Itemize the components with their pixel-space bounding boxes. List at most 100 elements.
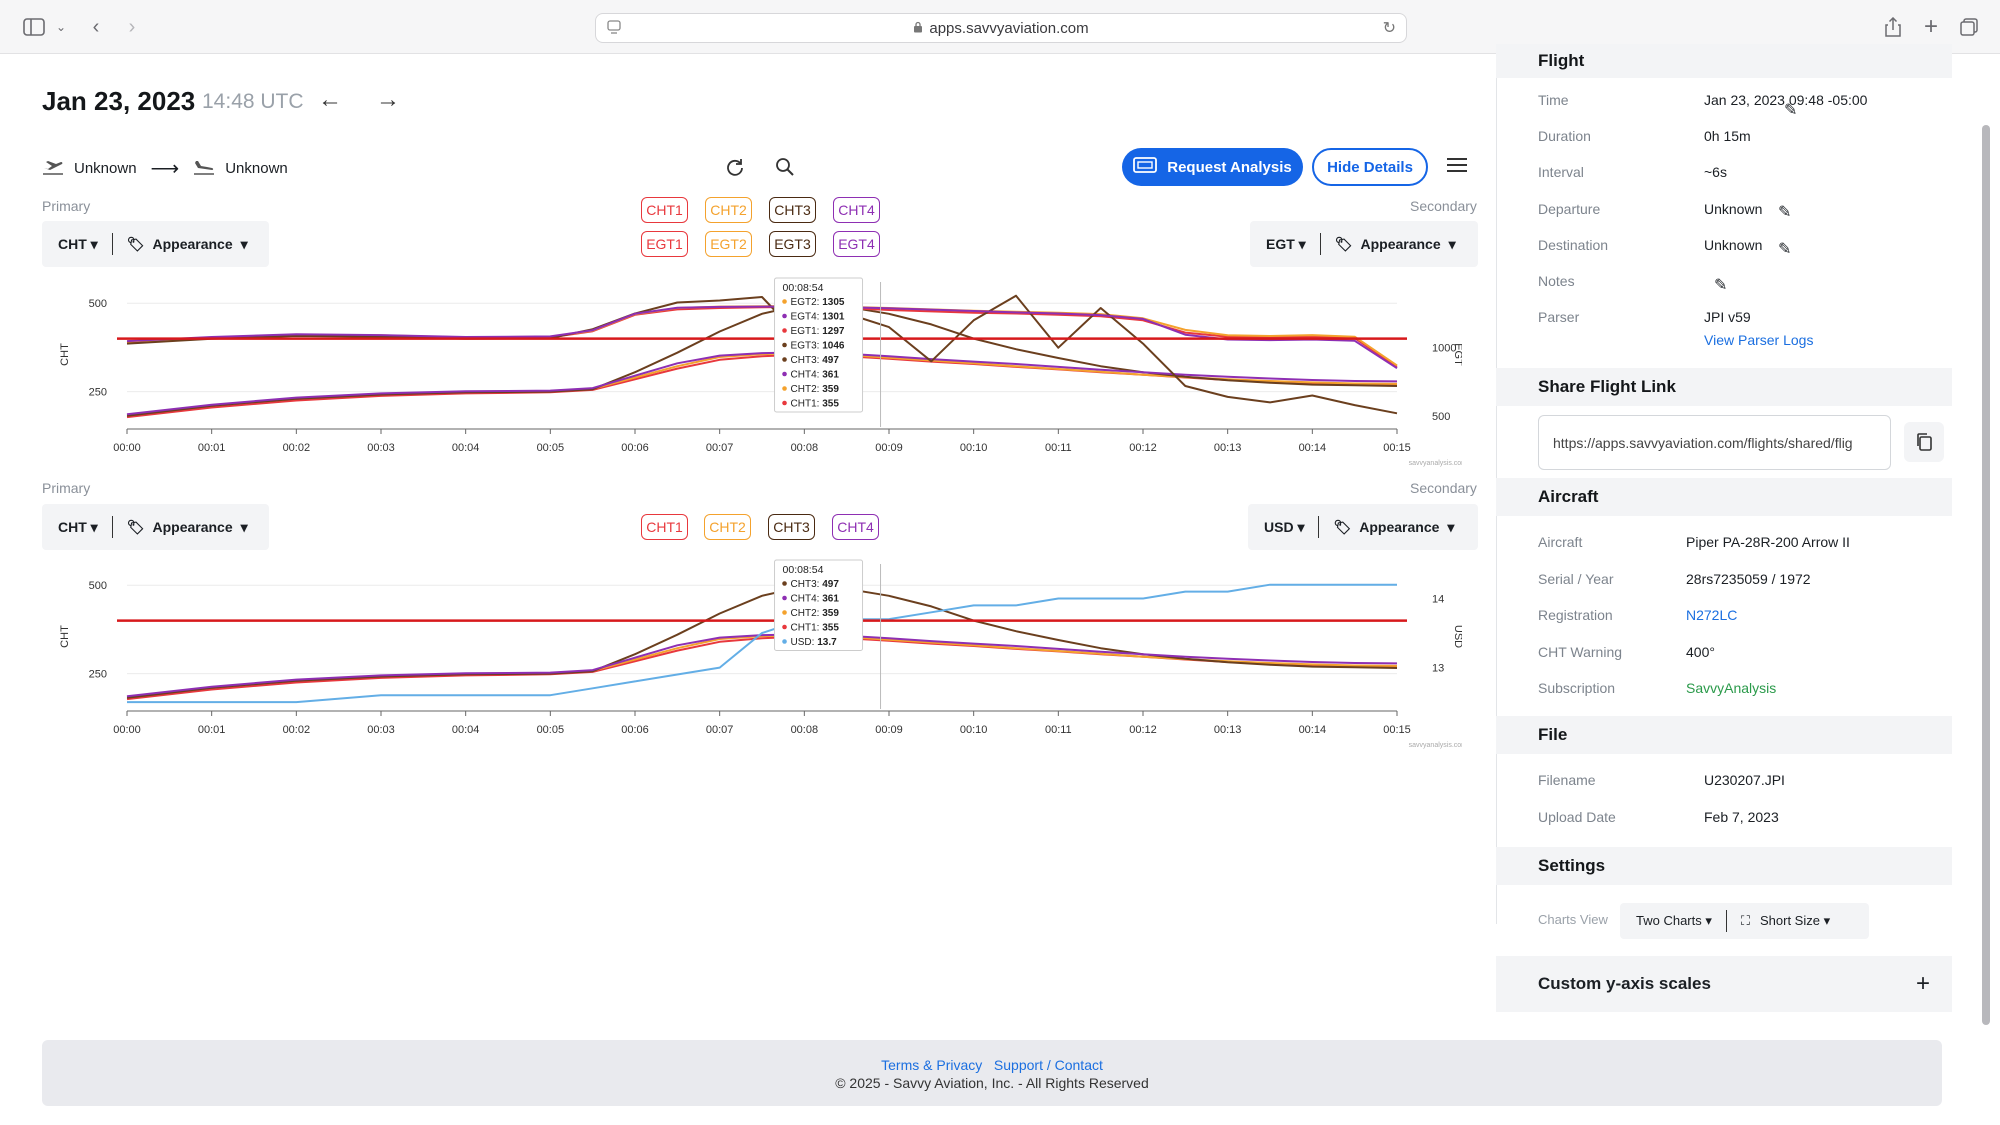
forward-arrow-icon[interactable]: › <box>128 15 136 38</box>
browser-toolbar: ⌄ ‹ › apps.savvyaviation.com ↻ + <box>0 0 2000 54</box>
y-tick-label: 500 <box>89 298 107 310</box>
x-tick-label: 00:01 <box>198 724 226 736</box>
chart1-tag-cht1[interactable]: CHT1 <box>641 197 688 223</box>
chart1-tag-cht3[interactable]: CHT3 <box>769 197 816 223</box>
zoom-icon[interactable] <box>765 147 805 187</box>
request-analysis-button[interactable]: Request Analysis <box>1122 148 1303 186</box>
tooltip-row: EGT3: 1046 <box>791 341 845 352</box>
chart1-tag-egt4[interactable]: EGT4 <box>833 231 880 257</box>
tooltip-row: CHT1: 355 <box>791 399 840 410</box>
tooltip-dot <box>782 595 787 601</box>
address-bar[interactable]: apps.savvyaviation.com ↻ <box>595 13 1407 43</box>
tabs-overview-icon[interactable] <box>1958 13 1980 41</box>
tooltip-dot <box>782 624 787 630</box>
flight-key: Time <box>1538 92 1569 108</box>
chart1-tag-egt3[interactable]: EGT3 <box>769 231 816 257</box>
tooltip-row: CHT3: 497 <box>791 579 840 590</box>
x-tick-label: 00:07 <box>706 442 734 454</box>
x-tick-label: 00:08 <box>791 442 819 454</box>
chart1-tag-cht2[interactable]: CHT2 <box>705 197 752 223</box>
scrollbar[interactable] <box>1982 125 1990 1025</box>
tooltip-box <box>774 559 864 651</box>
x-tick-label: 00:02 <box>283 724 311 736</box>
flight-key: Interval <box>1538 164 1584 181</box>
chart2-plot[interactable]: 250 500 13 14 00:00 00:01 00:02 00:03 00:04 00:05… <box>42 554 1462 754</box>
next-flight-arrow-icon[interactable]: → <box>376 86 400 113</box>
hide-details-button[interactable]: Hide Details <box>1312 148 1428 186</box>
x-tick-label: 00:11 <box>1045 442 1072 454</box>
chart2-primary-select[interactable]: CHT ▾ <box>58 518 98 535</box>
tooltip-row: CHT1: 355 <box>791 623 840 634</box>
tooltip-row: CHT3: 497 <box>791 355 840 366</box>
x-tick-label: 00:10 <box>960 724 988 736</box>
tooltip-dot <box>782 400 787 406</box>
x-tick-label: 00:06 <box>621 724 649 736</box>
share-section-head: Share Flight Link <box>1496 368 1952 406</box>
x-tick-label: 00:03 <box>367 442 395 454</box>
share-link-field[interactable]: https://apps.savvyaviation.com/flights/s… <box>1538 415 1891 470</box>
share-icon[interactable] <box>1882 13 1904 41</box>
chart1-primary-label: Primary <box>42 198 91 214</box>
chart1-secondary-label: Secondary <box>1410 198 1477 214</box>
tooltip-row: USD: 13.7 <box>791 637 838 648</box>
chart2-secondary-appearance-button[interactable]: 🏷 Appearance ▾ <box>1333 518 1455 536</box>
chart2-tag-cht4[interactable]: CHT4 <box>832 514 879 540</box>
expand-plus-icon[interactable]: + <box>1915 970 1930 997</box>
chart1-tag-egt1[interactable]: EGT1 <box>641 231 688 257</box>
chart1-secondary-select[interactable]: EGT ▾ <box>1266 235 1306 252</box>
chart1-tag-egt2[interactable]: EGT2 <box>705 231 752 257</box>
previous-flight-arrow-icon[interactable]: ← <box>318 86 342 113</box>
aircraft-key: Subscription <box>1538 680 1616 696</box>
reload-icon[interactable]: ↻ <box>1382 20 1396 37</box>
route-arrow-icon: ⟶ <box>150 158 180 180</box>
flight-section-head: Flight <box>1496 44 1952 78</box>
support-contact-link[interactable]: Support / Contact <box>993 1057 1103 1073</box>
y-tick-label: 500 <box>89 580 107 592</box>
tooltip-dot <box>782 342 787 348</box>
menu-icon[interactable] <box>1446 156 1468 179</box>
custom-axis-scales-row[interactable]: Custom y-axis scales + <box>1496 956 1952 1012</box>
edit-departure-icon[interactable]: ✎ <box>1778 204 1792 221</box>
chart2-secondary-select[interactable]: USD ▾ <box>1264 518 1305 535</box>
tooltip-box <box>774 277 864 413</box>
charts-view-select[interactable]: Two Charts ▾ <box>1636 913 1712 928</box>
edit-destination-icon[interactable]: ✎ <box>1778 241 1792 258</box>
series-line-cht2 <box>126 352 1398 416</box>
aircraft-section-head: Aircraft <box>1496 478 1952 516</box>
chart1-primary-appearance-button[interactable]: 🏷 Appearance ▾ <box>126 235 248 253</box>
edit-notes-icon[interactable]: ✎ <box>1714 277 1728 294</box>
chart2-tag-cht2[interactable]: CHT2 <box>704 514 751 540</box>
x-tick-label: 00:02 <box>283 442 311 454</box>
copy-icon[interactable] <box>1904 422 1944 462</box>
chart2-tag-cht1[interactable]: CHT1 <box>641 514 688 540</box>
chevron-down-icon[interactable]: ⌄ <box>55 20 67 34</box>
y2-tick-label: 13 <box>1432 663 1444 675</box>
chart1-secondary-appearance-button[interactable]: 🏷 Appearance ▾ <box>1334 235 1456 253</box>
sidebar-toggle-icon[interactable] <box>20 13 48 41</box>
flight-value: JPI v59 <box>1704 309 1751 326</box>
y2-axis-label: USD <box>1452 625 1462 648</box>
takeoff-icon <box>42 159 64 179</box>
size-select[interactable]: Short Size ▾ <box>1760 913 1831 928</box>
chart1-plot[interactable]: 250 500 500 1000 00:00 00:01 00:02 00:03 00:04 00… <box>42 272 1462 472</box>
chart2-tag-cht3[interactable]: CHT3 <box>768 514 815 540</box>
edit-time-icon[interactable]: ✎ <box>1784 102 1798 119</box>
terms-privacy-link[interactable]: Terms & Privacy <box>881 1057 983 1073</box>
back-arrow-icon[interactable]: ‹ <box>92 15 100 38</box>
tooltip-dot <box>782 357 787 362</box>
reset-zoom-icon[interactable] <box>715 147 755 187</box>
tooltip-dot <box>782 386 787 391</box>
chart1-tag-cht4[interactable]: CHT4 <box>833 197 880 223</box>
x-tick-label: 00:09 <box>875 724 903 736</box>
chart1-primary-select[interactable]: CHT ▾ <box>58 235 98 252</box>
chart2-secondary-label: Secondary <box>1410 480 1477 496</box>
lock-icon <box>913 20 923 37</box>
x-tick-label: 00:06 <box>621 442 649 454</box>
aircraft-key: Serial / Year <box>1538 570 1614 587</box>
view-parser-logs-link[interactable]: View Parser Logs <box>1704 332 1814 348</box>
tooltip-dot <box>782 328 787 333</box>
chart2-primary-appearance-button[interactable]: 🏷 Appearance ▾ <box>126 518 248 536</box>
x-tick-label: 00:09 <box>875 442 903 454</box>
new-tab-icon[interactable]: + <box>1923 13 1938 40</box>
x-tick-label: 00:15 <box>1383 724 1411 736</box>
